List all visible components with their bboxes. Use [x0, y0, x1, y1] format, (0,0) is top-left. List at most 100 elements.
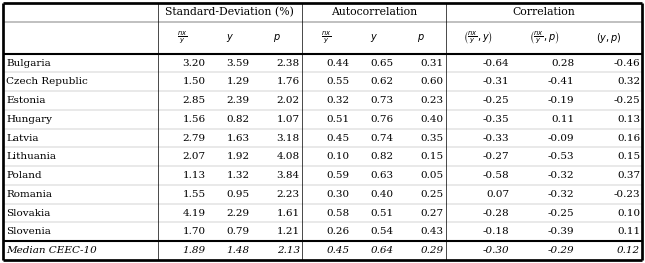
Text: 0.45: 0.45 [326, 134, 350, 143]
Text: 1.50: 1.50 [183, 77, 206, 86]
Text: 1.48: 1.48 [226, 246, 250, 255]
Text: -0.23: -0.23 [613, 190, 640, 199]
Text: 0.51: 0.51 [326, 115, 350, 124]
Text: -0.25: -0.25 [548, 209, 575, 218]
Text: Czech Republic: Czech Republic [6, 77, 88, 86]
Text: -0.09: -0.09 [548, 134, 575, 143]
Text: 0.13: 0.13 [617, 115, 640, 124]
Text: -0.53: -0.53 [548, 152, 575, 161]
Text: -0.19: -0.19 [548, 96, 575, 105]
Text: Standard-Deviation (%): Standard-Deviation (%) [165, 7, 294, 18]
Text: 0.82: 0.82 [226, 115, 250, 124]
Text: 0.40: 0.40 [421, 115, 444, 124]
Text: 0.45: 0.45 [326, 246, 350, 255]
Text: 1.76: 1.76 [277, 77, 300, 86]
Text: -0.28: -0.28 [482, 209, 509, 218]
Text: 0.26: 0.26 [326, 227, 350, 236]
Text: 1.70: 1.70 [183, 227, 206, 236]
Text: Poland: Poland [6, 171, 42, 180]
Text: 0.23: 0.23 [421, 96, 444, 105]
Text: -0.39: -0.39 [548, 227, 575, 236]
Text: 0.63: 0.63 [371, 171, 393, 180]
Text: 3.84: 3.84 [277, 171, 300, 180]
Text: 0.73: 0.73 [371, 96, 393, 105]
Text: -0.31: -0.31 [482, 77, 509, 86]
Text: -0.46: -0.46 [613, 59, 640, 68]
Text: 1.63: 1.63 [226, 134, 250, 143]
Text: -0.32: -0.32 [548, 171, 575, 180]
Text: 2.79: 2.79 [183, 134, 206, 143]
Text: -0.41: -0.41 [548, 77, 575, 86]
Text: Autocorrelation: Autocorrelation [331, 7, 417, 17]
Text: 0.62: 0.62 [371, 77, 393, 86]
Text: Estonia: Estonia [6, 96, 46, 105]
Text: 0.60: 0.60 [421, 77, 444, 86]
Text: -0.30: -0.30 [482, 246, 509, 255]
Text: Median CEEC-10: Median CEEC-10 [6, 246, 97, 255]
Text: 0.07: 0.07 [486, 190, 509, 199]
Text: 0.65: 0.65 [371, 59, 393, 68]
Text: 2.23: 2.23 [277, 190, 300, 199]
Text: -0.27: -0.27 [482, 152, 509, 161]
Text: 3.18: 3.18 [277, 134, 300, 143]
Text: $p$: $p$ [417, 32, 424, 44]
Text: 0.16: 0.16 [617, 134, 640, 143]
Text: -0.64: -0.64 [482, 59, 509, 68]
Text: Romania: Romania [6, 190, 52, 199]
Text: 0.11: 0.11 [617, 227, 640, 236]
Text: 1.29: 1.29 [226, 77, 250, 86]
Text: 0.58: 0.58 [326, 209, 350, 218]
Text: -0.32: -0.32 [548, 190, 575, 199]
Text: 0.10: 0.10 [617, 209, 640, 218]
Text: 1.55: 1.55 [183, 190, 206, 199]
Text: 0.40: 0.40 [371, 190, 393, 199]
Text: -0.25: -0.25 [613, 96, 640, 105]
Text: Slovakia: Slovakia [6, 209, 50, 218]
Text: 2.07: 2.07 [183, 152, 206, 161]
Text: 1.07: 1.07 [277, 115, 300, 124]
Text: 3.20: 3.20 [183, 59, 206, 68]
Text: 0.64: 0.64 [371, 246, 393, 255]
Text: Slovenia: Slovenia [6, 227, 51, 236]
Text: 0.15: 0.15 [421, 152, 444, 161]
Text: 2.38: 2.38 [277, 59, 300, 68]
Text: 0.15: 0.15 [617, 152, 640, 161]
Text: -0.33: -0.33 [482, 134, 509, 143]
Text: 1.56: 1.56 [183, 115, 206, 124]
Text: -0.35: -0.35 [482, 115, 509, 124]
Text: 2.29: 2.29 [226, 209, 250, 218]
Text: 0.55: 0.55 [326, 77, 350, 86]
Text: Correlation: Correlation [513, 7, 575, 17]
Text: -0.29: -0.29 [548, 246, 575, 255]
Text: $\left(\frac{nx}{y},p\right)$: $\left(\frac{nx}{y},p\right)$ [529, 30, 559, 46]
Text: 3.59: 3.59 [226, 59, 250, 68]
Text: 1.13: 1.13 [183, 171, 206, 180]
Text: 0.32: 0.32 [326, 96, 350, 105]
Text: $y$: $y$ [226, 32, 233, 44]
Text: $\frac{nx}{y}$: $\frac{nx}{y}$ [321, 30, 332, 46]
Text: 0.28: 0.28 [551, 59, 575, 68]
Text: 0.32: 0.32 [617, 77, 640, 86]
Text: 0.11: 0.11 [551, 115, 575, 124]
Text: 0.59: 0.59 [326, 171, 350, 180]
Text: 4.08: 4.08 [277, 152, 300, 161]
Text: 0.74: 0.74 [371, 134, 393, 143]
Text: -0.58: -0.58 [482, 171, 509, 180]
Text: $\frac{nx}{y}$: $\frac{nx}{y}$ [177, 30, 188, 46]
Text: 0.27: 0.27 [421, 209, 444, 218]
Text: 2.02: 2.02 [277, 96, 300, 105]
Text: 0.05: 0.05 [421, 171, 444, 180]
Text: 0.35: 0.35 [421, 134, 444, 143]
Text: 0.25: 0.25 [421, 190, 444, 199]
Text: 4.19: 4.19 [183, 209, 206, 218]
Text: 0.51: 0.51 [371, 209, 393, 218]
Text: 1.92: 1.92 [226, 152, 250, 161]
Text: $y$: $y$ [370, 32, 378, 44]
Text: -0.18: -0.18 [482, 227, 509, 236]
Text: 2.39: 2.39 [226, 96, 250, 105]
Text: Hungary: Hungary [6, 115, 52, 124]
Text: 1.61: 1.61 [277, 209, 300, 218]
Text: 0.37: 0.37 [617, 171, 640, 180]
Text: 0.30: 0.30 [326, 190, 350, 199]
Text: 0.79: 0.79 [226, 227, 250, 236]
